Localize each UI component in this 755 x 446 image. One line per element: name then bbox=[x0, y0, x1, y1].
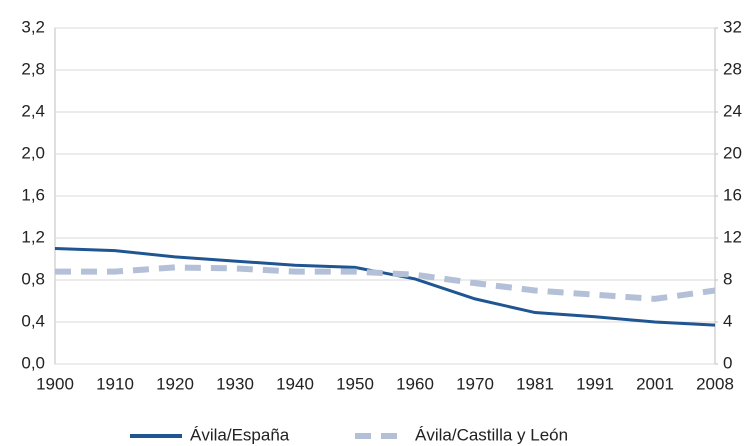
x-tick-label: 1950 bbox=[336, 374, 374, 393]
x-tick-label: 2001 bbox=[636, 374, 674, 393]
y-tick-label: 0,8 bbox=[21, 269, 45, 288]
y2-tick-label: 0 bbox=[723, 353, 732, 372]
x-tick-label: 1981 bbox=[516, 374, 554, 393]
x-tick-label: 1940 bbox=[276, 374, 314, 393]
y2-tick-label: 24 bbox=[723, 101, 742, 120]
y2-tick-label: 28 bbox=[723, 59, 742, 78]
series-line bbox=[54, 247, 716, 327]
y-tick-label: 0,4 bbox=[21, 311, 45, 330]
y-tick-label: 3,2 bbox=[21, 17, 45, 36]
x-tick-label: 1930 bbox=[216, 374, 254, 393]
y2-tick-label: 8 bbox=[723, 269, 732, 288]
y2-tick-label: 20 bbox=[723, 143, 742, 162]
series-line bbox=[55, 264, 716, 302]
legend-label: Ávila/Castilla y León bbox=[415, 425, 568, 444]
y2-tick-label: 16 bbox=[723, 185, 742, 204]
y-tick-label: 0,0 bbox=[21, 353, 45, 372]
x-tick-label: 1910 bbox=[96, 374, 134, 393]
y-tick-label: 2,4 bbox=[21, 101, 45, 120]
y-tick-label: 1,2 bbox=[21, 227, 45, 246]
x-tick-label: 1900 bbox=[36, 374, 74, 393]
x-tick-label: 1920 bbox=[156, 374, 194, 393]
y2-tick-label: 12 bbox=[723, 227, 742, 246]
y-tick-label: 1,6 bbox=[21, 185, 45, 204]
y-tick-label: 2,8 bbox=[21, 59, 45, 78]
y-tick-label: 2,0 bbox=[21, 143, 45, 162]
x-tick-label: 1970 bbox=[456, 374, 494, 393]
x-tick-label: 1991 bbox=[576, 374, 614, 393]
x-tick-label: 1960 bbox=[396, 374, 434, 393]
x-tick-label: 2008 bbox=[696, 374, 734, 393]
y2-tick-label: 32 bbox=[723, 17, 742, 36]
y2-tick-label: 4 bbox=[723, 311, 732, 330]
legend-label: Ávila/España bbox=[190, 425, 290, 444]
